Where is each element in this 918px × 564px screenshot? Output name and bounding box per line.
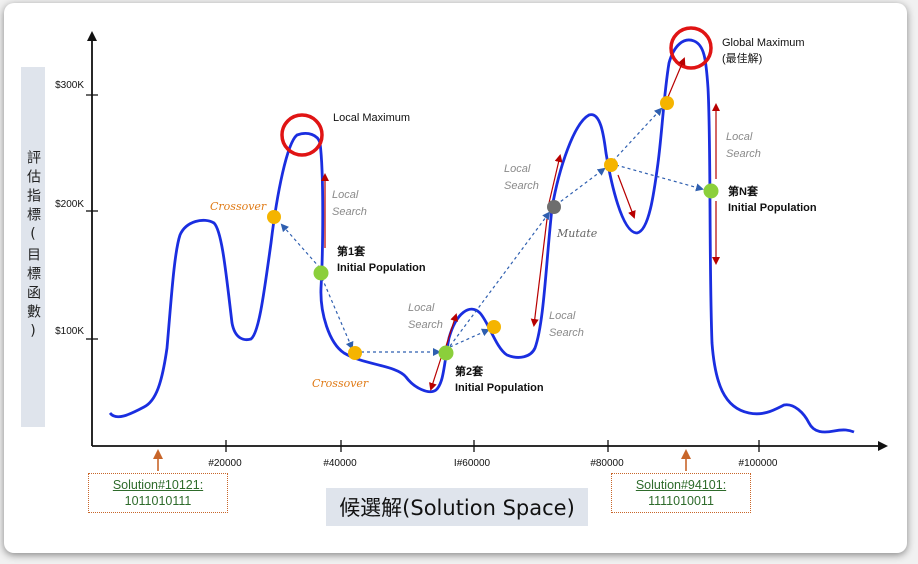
- y-tick-label-200k: $200K: [55, 199, 84, 210]
- x-tick-label-100000: #100000: [739, 458, 778, 469]
- local-search-3-b: Search: [504, 180, 539, 192]
- flow-arrow-orange-pn: [615, 164, 704, 192]
- search-arrow-2-up: [445, 313, 458, 347]
- local-maximum-label: Local Maximum: [333, 112, 410, 124]
- local-search-4-a: Local: [549, 310, 576, 322]
- flow-arrow-p1-crossover1: [280, 223, 321, 269]
- search-arrow-5-up: [667, 57, 686, 98]
- solution-2-name: Solution#94101:: [635, 478, 727, 492]
- local-search-3-a: Local: [504, 163, 531, 175]
- mutate-label: Mutate: [556, 227, 598, 240]
- global-maximum-sub-label: (最佳解): [722, 51, 762, 65]
- fitness-curve: [108, 38, 855, 434]
- flow-arrow-p1-crossover2: [321, 277, 354, 350]
- solution-box-1: Solution#10121: 1011010111: [88, 473, 228, 513]
- diagram-frame: 評估指標(目標函數) $300K $200K $100K: [4, 3, 907, 553]
- local-search-4-b: Search: [549, 327, 584, 339]
- y-tick-label-100k: $100K: [55, 326, 84, 337]
- offspring-point-1: [487, 320, 501, 334]
- solution-1-name: Solution#10121:: [112, 478, 204, 492]
- solution-1-code: 1011010111: [124, 494, 192, 508]
- crossover-label-1: Crossover: [210, 200, 267, 213]
- x-tick-label-60000: I#60000: [454, 458, 491, 469]
- x-tick-label-20000: #20000: [208, 458, 242, 469]
- global-maximum-label: Global Maximum: [722, 37, 805, 49]
- initial-population-n-point: [703, 183, 719, 199]
- crossover-label-2: Crossover: [312, 377, 369, 390]
- x-tick-label-80000: #80000: [590, 458, 624, 469]
- x-tick-label-40000: #40000: [323, 458, 357, 469]
- search-arrow-3-up: [548, 154, 563, 204]
- search-arrow-3-down: [530, 218, 548, 327]
- initial-population-2-point: [438, 345, 454, 361]
- y-axis-title-box: 評估指標(目標函數): [21, 67, 45, 427]
- crossover-point-2: [348, 346, 362, 360]
- local-search-5-a: Local: [726, 131, 753, 143]
- flow-arrow-mutate-orange: [555, 167, 606, 206]
- local-search-1-a: Local: [332, 189, 359, 201]
- local-search-5-b: Search: [726, 148, 761, 160]
- x-axis-title: 候選解(Solution Space): [339, 496, 575, 520]
- population-2-label-a: 第2套: [455, 364, 484, 378]
- initial-population-1-point: [313, 265, 329, 281]
- mutate-point: [547, 200, 561, 214]
- population-2-label-b: Initial Population: [455, 382, 544, 394]
- flow-arrow-orange-orange: [612, 107, 663, 162]
- population-1-label-a: 第1套: [337, 244, 366, 258]
- flow-arrow-p2-orange: [449, 328, 490, 348]
- crossover-point-1: [267, 210, 281, 224]
- diagram-canvas: $300K $200K $100K #20000 #40000 I#60000 …: [55, 26, 888, 471]
- population-n-label-a: 第N套: [728, 184, 759, 198]
- local-maximum-circle: [280, 113, 324, 157]
- flow-arrow-p2-mutate: [449, 211, 551, 347]
- local-search-2-b: Search: [408, 319, 443, 331]
- global-maximum-circle: [669, 26, 713, 70]
- population-n-label-b: Initial Population: [728, 202, 817, 214]
- x-axis-title-box: 候選解(Solution Space): [326, 488, 588, 526]
- offspring-point-3: [660, 96, 674, 110]
- offspring-point-2: [604, 158, 618, 172]
- search-arrow-2-down: [429, 357, 442, 391]
- local-search-1-b: Search: [332, 206, 367, 218]
- local-search-2-a: Local: [408, 302, 435, 314]
- y-tick-label-300k: $300K: [55, 80, 84, 91]
- population-1-label-b: Initial Population: [337, 262, 426, 274]
- solution-2-code: 1111010011: [648, 494, 714, 508]
- search-arrow-4-down: [617, 174, 636, 219]
- y-axis-title: 評估指標(目標函數): [25, 150, 41, 344]
- solution-box-2: Solution#94101: 1111010011: [611, 473, 751, 513]
